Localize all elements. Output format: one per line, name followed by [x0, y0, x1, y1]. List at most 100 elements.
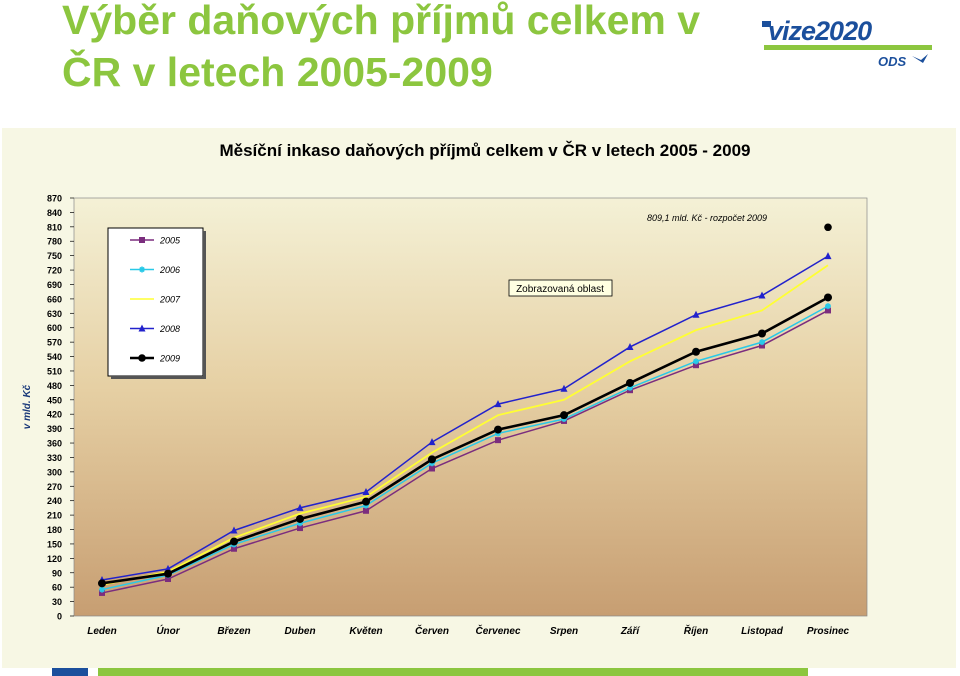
series-line: [101, 255, 829, 581]
x-tick-label: Prosinec: [807, 626, 850, 637]
data-point: [362, 497, 370, 506]
data-point: [98, 579, 106, 588]
data-point: [363, 507, 369, 514]
data-point: [560, 384, 568, 392]
tooltip-text: Zobrazovaná oblast: [516, 284, 604, 295]
x-axis-ticks: Leden Únor Březen Duben Květen Červen Červenec…: [87, 624, 849, 637]
legend-shadow-bottom: [111, 376, 206, 379]
data-point: [825, 303, 831, 310]
x-tick-label: Duben: [284, 626, 315, 637]
y-tick-label: 240: [47, 496, 62, 506]
legend: 2005 2006 2007 2008 2009: [107, 227, 206, 379]
y-tick-label: 30: [52, 597, 62, 607]
y-tick-label: 840: [47, 208, 62, 218]
x-tick-label: Listopad: [741, 626, 784, 637]
legend-label: 2009: [159, 354, 180, 364]
data-point: [759, 339, 765, 346]
legend-label: 2008: [159, 324, 180, 334]
y-tick-label: 630: [47, 309, 62, 319]
y-tick-label: 450: [47, 395, 62, 405]
data-point: [230, 526, 238, 534]
data-point: [297, 520, 303, 527]
data-point: [494, 400, 502, 408]
footer-bar-blue: [52, 668, 88, 676]
y-tick-label: 810: [47, 222, 62, 232]
data-point: [825, 307, 831, 314]
logo-bird-icon: [912, 54, 928, 63]
data-point: [230, 537, 238, 546]
y-tick-label: 360: [47, 439, 62, 449]
y-tick-label: 420: [47, 410, 62, 420]
y-tick-label: 180: [47, 525, 62, 535]
y-tick-label: 510: [47, 366, 62, 376]
y-tick-label: 300: [47, 467, 62, 477]
y-axis-label: v mld. Kč: [22, 384, 33, 429]
x-tick-label: Červenec: [475, 624, 520, 637]
x-tick-label: Březen: [217, 626, 250, 637]
y-tick-label: 90: [52, 568, 62, 578]
logo-mark: [762, 21, 771, 27]
data-point: [758, 291, 766, 299]
budget-point: [824, 223, 832, 232]
data-point: [296, 514, 304, 523]
footer-bar-green: [98, 668, 808, 676]
data-point: [165, 576, 171, 583]
data-point: [759, 342, 765, 349]
y-tick-label: 660: [47, 294, 62, 304]
data-point: [362, 488, 370, 496]
zobrazovana-oblast-tooltip: Zobrazovaná oblast: [508, 279, 613, 297]
legend-shadow: [203, 231, 206, 379]
data-point: [296, 503, 304, 511]
x-tick-label: Květen: [349, 626, 382, 637]
tax-revenue-chart: Měsíční inkaso daňových příjmů celkem v …: [22, 141, 868, 637]
data-point: [692, 310, 700, 318]
y-tick-label: 390: [47, 424, 62, 434]
legend-item-2005: 2005: [130, 236, 181, 246]
data-point: [99, 586, 105, 593]
y-tick-label: 750: [47, 251, 62, 261]
legend-item-2009: 2009: [130, 354, 180, 364]
series-line: [101, 264, 829, 586]
legend-item-2006: 2006: [130, 265, 180, 275]
x-tick-label: Leden: [87, 626, 116, 637]
data-point: [428, 438, 436, 446]
data-point: [692, 347, 700, 356]
y-tick-label: 150: [47, 539, 62, 549]
data-point: [164, 569, 172, 578]
series-2009: [98, 293, 832, 588]
y-tick-label: 540: [47, 352, 62, 362]
data-point: [693, 362, 699, 369]
series-2005: [99, 307, 831, 596]
data-point: [139, 266, 145, 273]
data-point: [693, 358, 699, 365]
series-2007: [101, 264, 829, 586]
y-tick-label: 60: [52, 583, 62, 593]
logo-sub: ODS: [878, 54, 907, 69]
y-tick-label: 120: [47, 554, 62, 564]
y-tick-label: 480: [47, 381, 62, 391]
x-tick-label: Srpen: [550, 626, 578, 637]
budget-marker: [824, 223, 832, 232]
data-point: [626, 342, 634, 350]
data-point: [626, 378, 634, 387]
y-tick-label: 780: [47, 237, 62, 247]
data-point: [139, 237, 145, 243]
slide-title: Výběr daňových příjmů celkem v ČR v lete…: [62, 0, 701, 95]
data-point: [627, 384, 633, 391]
y-tick-label: 570: [47, 338, 62, 348]
data-point: [429, 465, 435, 472]
series-line: [101, 305, 829, 591]
series-line: [101, 309, 829, 594]
legend-label: 2007: [159, 295, 181, 305]
data-point: [428, 455, 436, 464]
x-tick-label: Září: [620, 626, 641, 637]
y-tick-label: 0: [57, 612, 62, 622]
logo-underline: [764, 45, 932, 50]
data-point: [824, 252, 832, 260]
legend-item-2008: 2008: [130, 324, 180, 334]
data-point: [138, 354, 146, 362]
tooltip-box: [508, 279, 613, 297]
data-point: [560, 411, 568, 420]
y-axis-ticks: 0 30 60 90 120 150 180 210 240 270 300 330 360 390 420…: [47, 194, 74, 622]
y-tick-label: 690: [47, 280, 62, 290]
